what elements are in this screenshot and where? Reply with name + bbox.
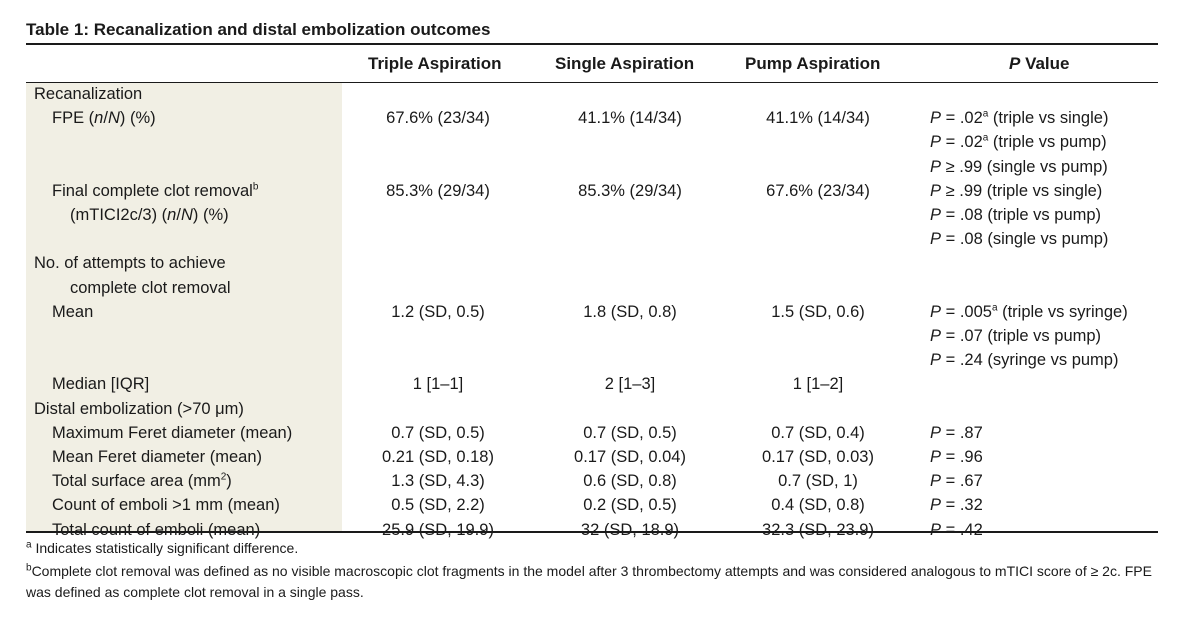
header-single-aspiration: Single Aspiration (555, 54, 695, 73)
footnote-b: bComplete clot removal was defined as no… (26, 561, 1166, 603)
table-row: No. of attempts to achieve (0, 251, 1200, 275)
cell-p-value: P = .005a (triple vs syringe) (930, 302, 1128, 321)
row-label: Total surface area (mm2) (52, 471, 232, 491)
cell-single: 0.17 (SD, 0.04) (574, 448, 686, 466)
cell-p-value: P ≥ .99 (single vs pump) (930, 157, 1108, 176)
bottom-rule (26, 531, 1158, 533)
cell-pump: 32.3 (SD, 23.9) (762, 520, 874, 539)
table-row: complete clot removal (0, 276, 1200, 300)
table-row: P = .02a (triple vs pump) (0, 130, 1200, 154)
cell-triple: 1 [1–1] (412, 375, 464, 394)
cell-p-value: P = .32 (930, 496, 983, 515)
header-rule (26, 82, 1158, 83)
cell-p-value: P = .42 (930, 520, 983, 539)
header-p-value: P Value (1009, 54, 1069, 74)
row-label: Mean Feret diameter (mean) (52, 448, 262, 466)
table-row: P = .07 (triple vs pump) (0, 324, 1200, 348)
cell-pump: 67.6% (23/34) (766, 181, 870, 200)
row-label: Count of emboli >1 mm (mean) (52, 496, 280, 515)
cell-single: 41.1% (14/34) (578, 109, 682, 128)
table-row: Total surface area (mm2) 1.3 (SD, 4.3) 0.6… (0, 469, 1200, 493)
cell-pump: 41.1% (14/34) (766, 109, 870, 128)
cell-p-value: P = .08 (triple vs pump) (930, 206, 1102, 224)
cell-pump: 0.17 (SD, 0.03) (762, 448, 874, 466)
cell-p-value: P ≥ .99 (triple vs single) (930, 181, 1103, 200)
table-row: Recanalization (0, 82, 1200, 106)
row-label: Total count of emboli (mean) (52, 520, 261, 539)
row-label: Mean (52, 302, 94, 321)
table-row: Mean 1.2 (SD, 0.5) 1.8 (SD, 0.8) 1.5 (SD, 0… (0, 300, 1200, 324)
table-row: P ≥ .99 (single vs pump) (0, 155, 1200, 179)
cell-p-value: P = .07 (triple vs pump) (930, 327, 1102, 345)
cell-pump: 0.4 (SD, 0.8) (771, 496, 865, 515)
cell-p-value: P = .96 (930, 448, 983, 466)
row-label: FPE (n/N) (%) (52, 109, 156, 128)
cell-single: 0.2 (SD, 0.5) (583, 496, 677, 515)
cell-pump: 0.7 (SD, 0.4) (771, 423, 865, 442)
cell-triple: 1.2 (SD, 0.5) (391, 302, 485, 321)
footnote-a-mark: a (26, 539, 32, 551)
cell-p-value: P = .02a (triple vs single) (930, 108, 1109, 128)
cell-pump: 1 [1–2] (792, 375, 844, 394)
top-rule (26, 43, 1158, 45)
table-row: Count of emboli >1 mm (mean) 0.5 (SD, 2.2… (0, 493, 1200, 517)
cell-p-value: P = .02a (triple vs pump) (930, 132, 1107, 152)
cell-p-value: P = .24 (syringe vs pump) (930, 351, 1119, 370)
cell-triple: 25.9 (SD, 19.9) (382, 520, 494, 539)
cell-triple: 1.3 (SD, 4.3) (391, 472, 485, 491)
table-row: FPE (n/N) (%) 67.6% (23/34) 41.1% (14/34) 4… (0, 106, 1200, 130)
cell-triple: 0.7 (SD, 0.5) (391, 423, 485, 442)
header-pump-aspiration: Pump Aspiration (745, 54, 881, 73)
cell-p-value: P = .87 (930, 423, 983, 442)
footnote-b-text: Complete clot removal was defined as no … (26, 563, 1152, 600)
cell-pump: 0.7 (SD, 1) (778, 472, 858, 491)
table-row: P = .08 (single vs pump) (0, 227, 1200, 251)
table-row: P = .24 (syringe vs pump) (0, 348, 1200, 372)
footnote-a-text: Indicates statistically significant diff… (35, 540, 299, 556)
cell-single: 32 (SD, 18.9) (580, 520, 680, 539)
row-label: Final complete clot removalb (52, 181, 259, 200)
table-row: Median [IQR] 1 [1–1] 2 [1–3] 1 [1–2] (0, 372, 1200, 396)
cell-single: 0.7 (SD, 0.5) (583, 423, 677, 442)
cell-triple: 0.21 (SD, 0.18) (382, 448, 494, 466)
table-title: Table 1: Recanalization and distal embol… (26, 20, 491, 39)
cell-single: 85.3% (29/34) (578, 181, 682, 200)
table-row: Mean Feret diameter (mean) 0.21 (SD, 0.18… (0, 445, 1200, 469)
row-label: complete clot removal (70, 278, 231, 297)
cell-triple: 67.6% (23/34) (386, 109, 490, 128)
cell-p-value: P = .08 (single vs pump) (930, 230, 1109, 249)
table-row: Distal embolization (>70 μm) (0, 397, 1200, 421)
footnote-a: a Indicates statistically significant di… (26, 538, 1166, 559)
cell-single: 1.8 (SD, 0.8) (583, 302, 677, 321)
cell-triple: 0.5 (SD, 2.2) (391, 496, 485, 515)
header-p-rest: Value (1020, 54, 1070, 73)
header-triple-aspiration: Triple Aspiration (368, 54, 502, 73)
row-label: Maximum Feret diameter (mean) (52, 423, 293, 442)
cell-single: 2 [1–3] (604, 375, 656, 394)
footnote-b-mark: b (26, 562, 32, 574)
table-row: Total count of emboli (mean) 25.9 (SD, 19… (0, 518, 1200, 542)
cell-triple: 85.3% (29/34) (386, 181, 490, 200)
row-label: Recanalization (34, 85, 143, 103)
cell-pump: 1.5 (SD, 0.6) (771, 302, 865, 321)
cell-p-value: P = .67 (930, 472, 983, 491)
row-label: Median [IQR] (52, 375, 150, 394)
table-row: Maximum Feret diameter (mean) 0.7 (SD, 0.… (0, 421, 1200, 445)
row-label: Distal embolization (>70 μm) (34, 399, 244, 418)
table-row: Final complete clot removalb 85.3% (29/34… (0, 179, 1200, 203)
row-label: (mTICI2c/3) (n/N) (%) (70, 206, 229, 224)
label-column-shade (26, 83, 342, 531)
header-p-italic: P (1009, 54, 1021, 73)
row-label: No. of attempts to achieve (34, 254, 226, 273)
cell-single: 0.6 (SD, 0.8) (583, 472, 677, 491)
table-row: (mTICI2c/3) (n/N) (%) P = .08 (triple vs … (0, 203, 1200, 227)
